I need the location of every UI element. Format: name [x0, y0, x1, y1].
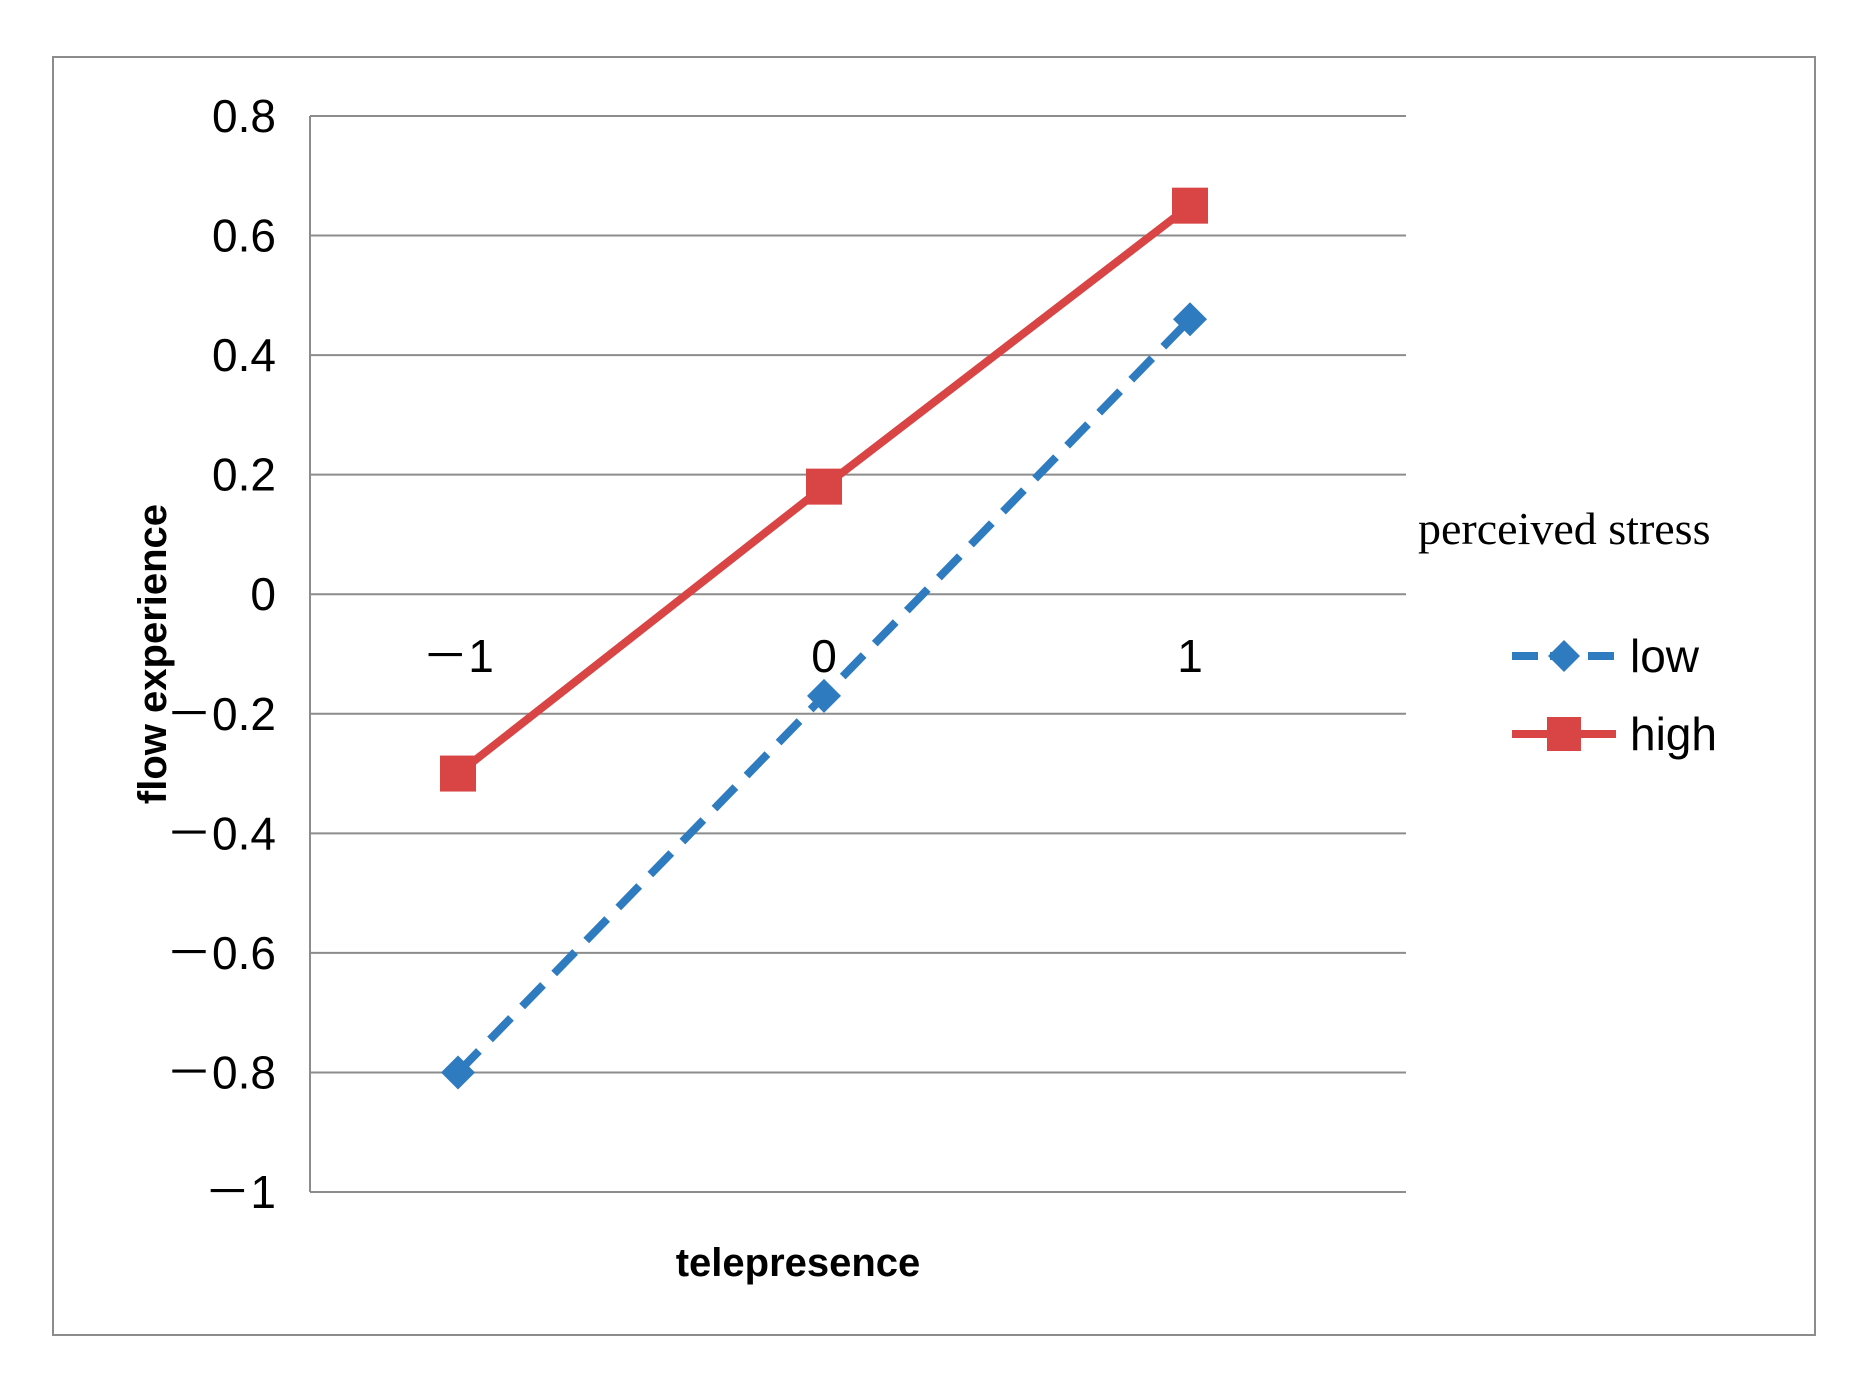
legend-label: low [1630, 630, 1700, 682]
data-point-low [441, 1055, 475, 1090]
legend-item-low: low [1512, 630, 1700, 682]
legend-label: high [1630, 708, 1717, 760]
y-tick-label: －0.6 [166, 927, 276, 979]
y-axis-title: flow experience [131, 504, 175, 804]
data-point-high [806, 468, 842, 505]
x-tick-labels: －1 0 1 [422, 630, 1203, 682]
y-tick-label: －0.2 [166, 688, 276, 740]
line-chart: 0.8 0.6 0.4 0.2 0 －0.2 －0.4 －0.6 －0.8 －1 －1 0 1 flo… [131, 90, 1717, 1285]
y-tick-label: 0.4 [212, 329, 276, 381]
data-point-low [1173, 302, 1207, 337]
x-tick-label: 1 [1177, 630, 1203, 682]
x-tick-label: 0 [811, 630, 837, 682]
x-tick-label: －1 [422, 630, 494, 682]
legend-items: low high [1512, 630, 1717, 760]
legend-title: perceived stress [1418, 503, 1711, 554]
y-tick-label: 0.6 [212, 210, 276, 262]
y-tick-labels: 0.8 0.6 0.4 0.2 0 －0.2 －0.4 －0.6 －0.8 －1 [166, 90, 276, 1218]
gridlines [310, 115, 1406, 1193]
legend-item-high: high [1512, 708, 1717, 760]
y-tick-label: 0.2 [212, 449, 276, 501]
data-point-low [807, 678, 841, 713]
y-tick-label: 0.8 [212, 90, 276, 142]
chart-frame: 0.8 0.6 0.4 0.2 0 －0.2 －0.4 －0.6 －0.8 －1 －1 0 1 flo… [52, 56, 1816, 1336]
series-layer [440, 187, 1208, 1090]
x-axis-title: telepresence [676, 1241, 921, 1285]
y-tick-label: －0.8 [166, 1046, 276, 1098]
legend-swatch-marker [1547, 717, 1581, 751]
series-high [440, 187, 1208, 792]
y-tick-label: －0.4 [166, 807, 276, 859]
y-tick-label: 0 [250, 568, 276, 620]
series-low [441, 302, 1207, 1090]
data-point-high [1172, 187, 1208, 224]
data-point-high [440, 755, 476, 792]
legend: perceived stress low high [1418, 503, 1717, 760]
legend-swatch-marker [1548, 640, 1580, 672]
y-tick-label: －1 [204, 1166, 276, 1218]
